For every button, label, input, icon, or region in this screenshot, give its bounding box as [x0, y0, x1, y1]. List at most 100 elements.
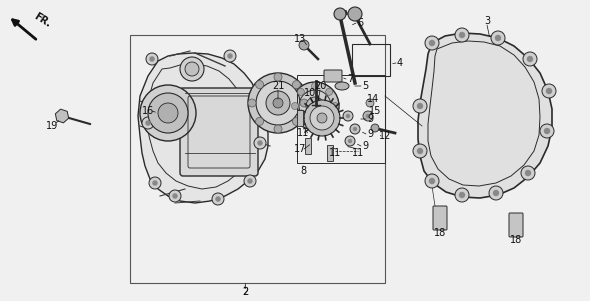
Bar: [130, 35, 385, 283]
Circle shape: [299, 40, 309, 50]
Circle shape: [212, 193, 224, 205]
Circle shape: [224, 50, 236, 62]
Circle shape: [140, 85, 196, 141]
Circle shape: [525, 170, 531, 176]
Circle shape: [291, 82, 339, 130]
Text: 18: 18: [510, 235, 522, 245]
Text: 2: 2: [242, 287, 248, 297]
Circle shape: [312, 82, 319, 89]
Circle shape: [527, 56, 533, 62]
Circle shape: [366, 114, 370, 118]
Circle shape: [312, 123, 319, 129]
Circle shape: [326, 88, 333, 95]
Circle shape: [413, 99, 427, 113]
Text: 18: 18: [434, 228, 446, 238]
Text: 5: 5: [362, 81, 368, 91]
Text: 17: 17: [294, 144, 306, 154]
Text: 12: 12: [379, 131, 391, 141]
Circle shape: [413, 144, 427, 158]
Circle shape: [540, 124, 554, 138]
Circle shape: [244, 175, 256, 187]
Circle shape: [149, 57, 155, 61]
Circle shape: [363, 111, 373, 121]
Text: 2: 2: [242, 287, 248, 297]
Text: 9: 9: [367, 114, 373, 124]
Circle shape: [348, 139, 352, 143]
Circle shape: [345, 136, 355, 146]
Circle shape: [180, 57, 204, 81]
Circle shape: [332, 103, 339, 110]
Circle shape: [228, 54, 232, 58]
Text: 8: 8: [300, 166, 306, 176]
Circle shape: [255, 117, 264, 126]
Circle shape: [495, 35, 501, 41]
Circle shape: [542, 84, 556, 98]
Circle shape: [146, 120, 150, 126]
FancyBboxPatch shape: [509, 213, 523, 237]
Circle shape: [248, 73, 308, 133]
FancyBboxPatch shape: [180, 88, 258, 176]
Circle shape: [291, 103, 299, 110]
Circle shape: [146, 53, 158, 65]
Circle shape: [317, 113, 327, 123]
Circle shape: [455, 188, 469, 202]
Text: 21: 21: [272, 81, 284, 91]
Bar: [327, 145, 333, 161]
Circle shape: [257, 141, 263, 145]
Circle shape: [489, 186, 503, 200]
Text: 16: 16: [142, 106, 154, 116]
Circle shape: [169, 190, 181, 202]
Circle shape: [546, 88, 552, 94]
Bar: [297, 75, 385, 163]
Circle shape: [256, 81, 300, 125]
Circle shape: [429, 40, 435, 46]
Circle shape: [348, 7, 362, 21]
Circle shape: [544, 128, 550, 134]
Text: 9: 9: [367, 129, 373, 139]
Circle shape: [353, 127, 357, 131]
Circle shape: [299, 90, 331, 122]
Text: 19: 19: [46, 121, 58, 131]
Text: 13: 13: [294, 34, 306, 44]
Text: 15: 15: [369, 106, 381, 116]
Circle shape: [255, 81, 264, 88]
Circle shape: [293, 81, 300, 88]
Ellipse shape: [335, 82, 349, 90]
Circle shape: [273, 98, 283, 108]
Circle shape: [350, 124, 360, 134]
Circle shape: [266, 91, 290, 115]
Circle shape: [248, 99, 256, 107]
Circle shape: [417, 103, 423, 109]
Circle shape: [425, 174, 439, 188]
Text: 14: 14: [367, 94, 379, 104]
Polygon shape: [138, 53, 268, 203]
Text: 20: 20: [314, 81, 326, 91]
Circle shape: [293, 117, 300, 126]
Circle shape: [274, 125, 282, 133]
Text: 3: 3: [484, 16, 490, 26]
FancyBboxPatch shape: [433, 206, 447, 230]
Circle shape: [310, 106, 334, 130]
Circle shape: [306, 97, 324, 115]
Circle shape: [326, 117, 333, 124]
Circle shape: [455, 28, 469, 42]
Text: FR.: FR.: [32, 11, 53, 29]
Circle shape: [491, 31, 505, 45]
Circle shape: [523, 52, 537, 66]
Circle shape: [172, 194, 178, 198]
Circle shape: [343, 111, 353, 121]
Polygon shape: [418, 33, 552, 198]
Circle shape: [425, 36, 439, 50]
Circle shape: [247, 178, 253, 184]
Text: 11: 11: [329, 148, 341, 158]
Circle shape: [493, 190, 499, 196]
Text: 11: 11: [297, 128, 309, 138]
Circle shape: [215, 197, 221, 201]
Text: 10: 10: [304, 88, 316, 98]
Text: 4: 4: [397, 58, 403, 68]
Circle shape: [429, 178, 435, 184]
Bar: [297, 110, 303, 126]
Circle shape: [346, 114, 350, 118]
Circle shape: [297, 88, 304, 95]
Circle shape: [297, 117, 304, 124]
